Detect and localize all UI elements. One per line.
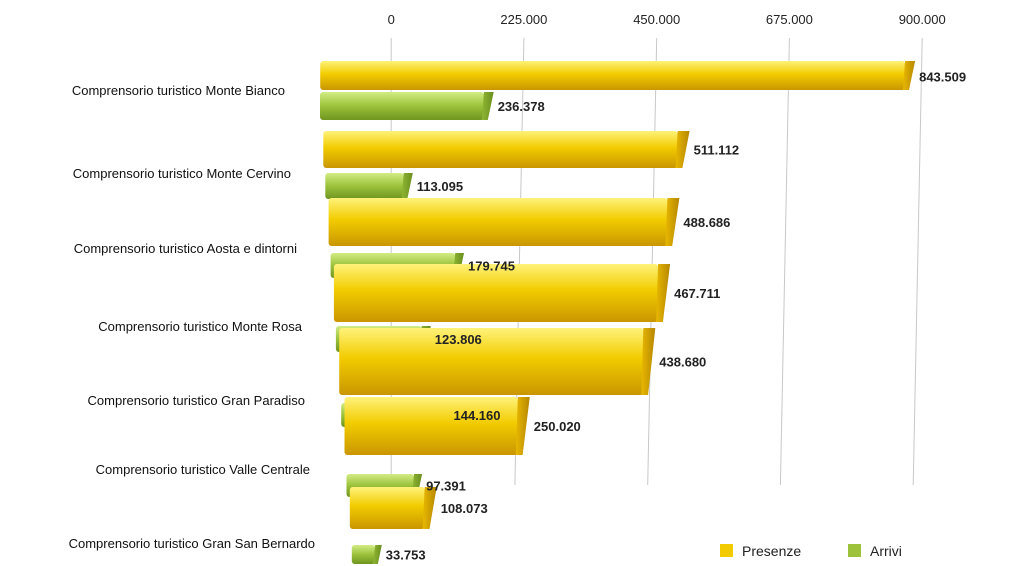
data-label-presenze: 467.711 (674, 286, 720, 301)
data-label-arrivi: 33.753 (386, 548, 426, 563)
category-label: Comprensorio turistico Monte Bianco (72, 83, 285, 98)
gridline (779, 37, 790, 486)
x-tick-label: 450.000 (633, 12, 680, 27)
bar-arrivi-end (401, 173, 413, 199)
bar-presenze-end (641, 328, 656, 395)
bar-presenze-end (903, 61, 916, 90)
category-label: Comprensorio turistico Gran San Bernardo (69, 536, 315, 551)
bar-presenze-end (515, 397, 530, 455)
bar-arrivi-body (351, 545, 376, 564)
bar-presenze (349, 487, 437, 529)
bar-presenze-body (328, 198, 668, 246)
category-label: Comprensorio turistico Valle Centrale (96, 462, 310, 477)
data-label-presenze: 843.509 (919, 70, 966, 85)
bar-arrivi-body (320, 92, 484, 120)
legend-swatch (720, 544, 733, 557)
bar-arrivi-end (481, 92, 494, 120)
bars (320, 61, 916, 564)
bar-presenze-body (344, 397, 518, 455)
bar-arrivi (351, 545, 382, 564)
labels: Comprensorio turistico Monte Bianco 843.5… (69, 70, 966, 563)
data-label-presenze: 488.686 (683, 215, 730, 230)
bar-arrivi (325, 173, 413, 199)
x-axis-ticks: 0 225.000 450.000 675.000 900.000 (388, 12, 946, 27)
data-label-presenze: 250.020 (534, 419, 581, 434)
bar-presenze-body (339, 328, 644, 395)
x-tick-label: 675.000 (766, 12, 813, 27)
legend: Presenze Arrivi (720, 543, 902, 559)
bar-arrivi-body (325, 173, 404, 199)
bar-presenze-end (656, 264, 671, 322)
legend-swatch (848, 544, 861, 557)
bar-presenze (339, 328, 656, 395)
data-label-arrivi: 97.391 (426, 479, 466, 494)
bar-presenze-body (323, 131, 678, 168)
bar-presenze (344, 397, 530, 455)
bar-presenze (328, 198, 680, 246)
data-label-presenze: 511.112 (694, 143, 740, 158)
x-tick-label: 900.000 (899, 12, 946, 27)
data-label-presenze: 108.073 (441, 501, 488, 516)
category-label: Comprensorio turistico Aosta e dintorni (74, 241, 297, 256)
bar-presenze (323, 131, 690, 168)
data-label-presenze: 438.680 (659, 355, 706, 370)
x-tick-label: 225.000 (500, 12, 547, 27)
data-label-arrivi: 179.745 (468, 259, 515, 274)
gridline (647, 37, 658, 486)
legend-label: Arrivi (870, 543, 902, 559)
data-label-arrivi: 123.806 (435, 332, 482, 347)
category-label: Comprensorio turistico Gran Paradiso (88, 393, 305, 408)
bar-presenze-body (333, 264, 659, 322)
category-label: Comprensorio turistico Monte Rosa (98, 319, 303, 334)
bar-arrivi (320, 92, 494, 120)
bar-presenze-body (320, 61, 905, 90)
bar-presenze-end (422, 487, 437, 529)
bar-arrivi-end (373, 545, 382, 564)
bar-presenze (333, 264, 671, 322)
data-label-arrivi: 144.160 (454, 408, 501, 423)
x-tick-label: 0 (388, 12, 395, 27)
bar-presenze (320, 61, 916, 90)
data-label-arrivi: 113.095 (417, 179, 463, 194)
data-label-arrivi: 236.378 (498, 99, 545, 114)
legend-label: Presenze (742, 543, 801, 559)
bar-presenze-end (675, 131, 690, 168)
bar-presenze-body (349, 487, 425, 529)
category-label: Comprensorio turistico Monte Cervino (73, 166, 291, 181)
gridline (912, 37, 923, 486)
bar-presenze-end (665, 198, 680, 246)
